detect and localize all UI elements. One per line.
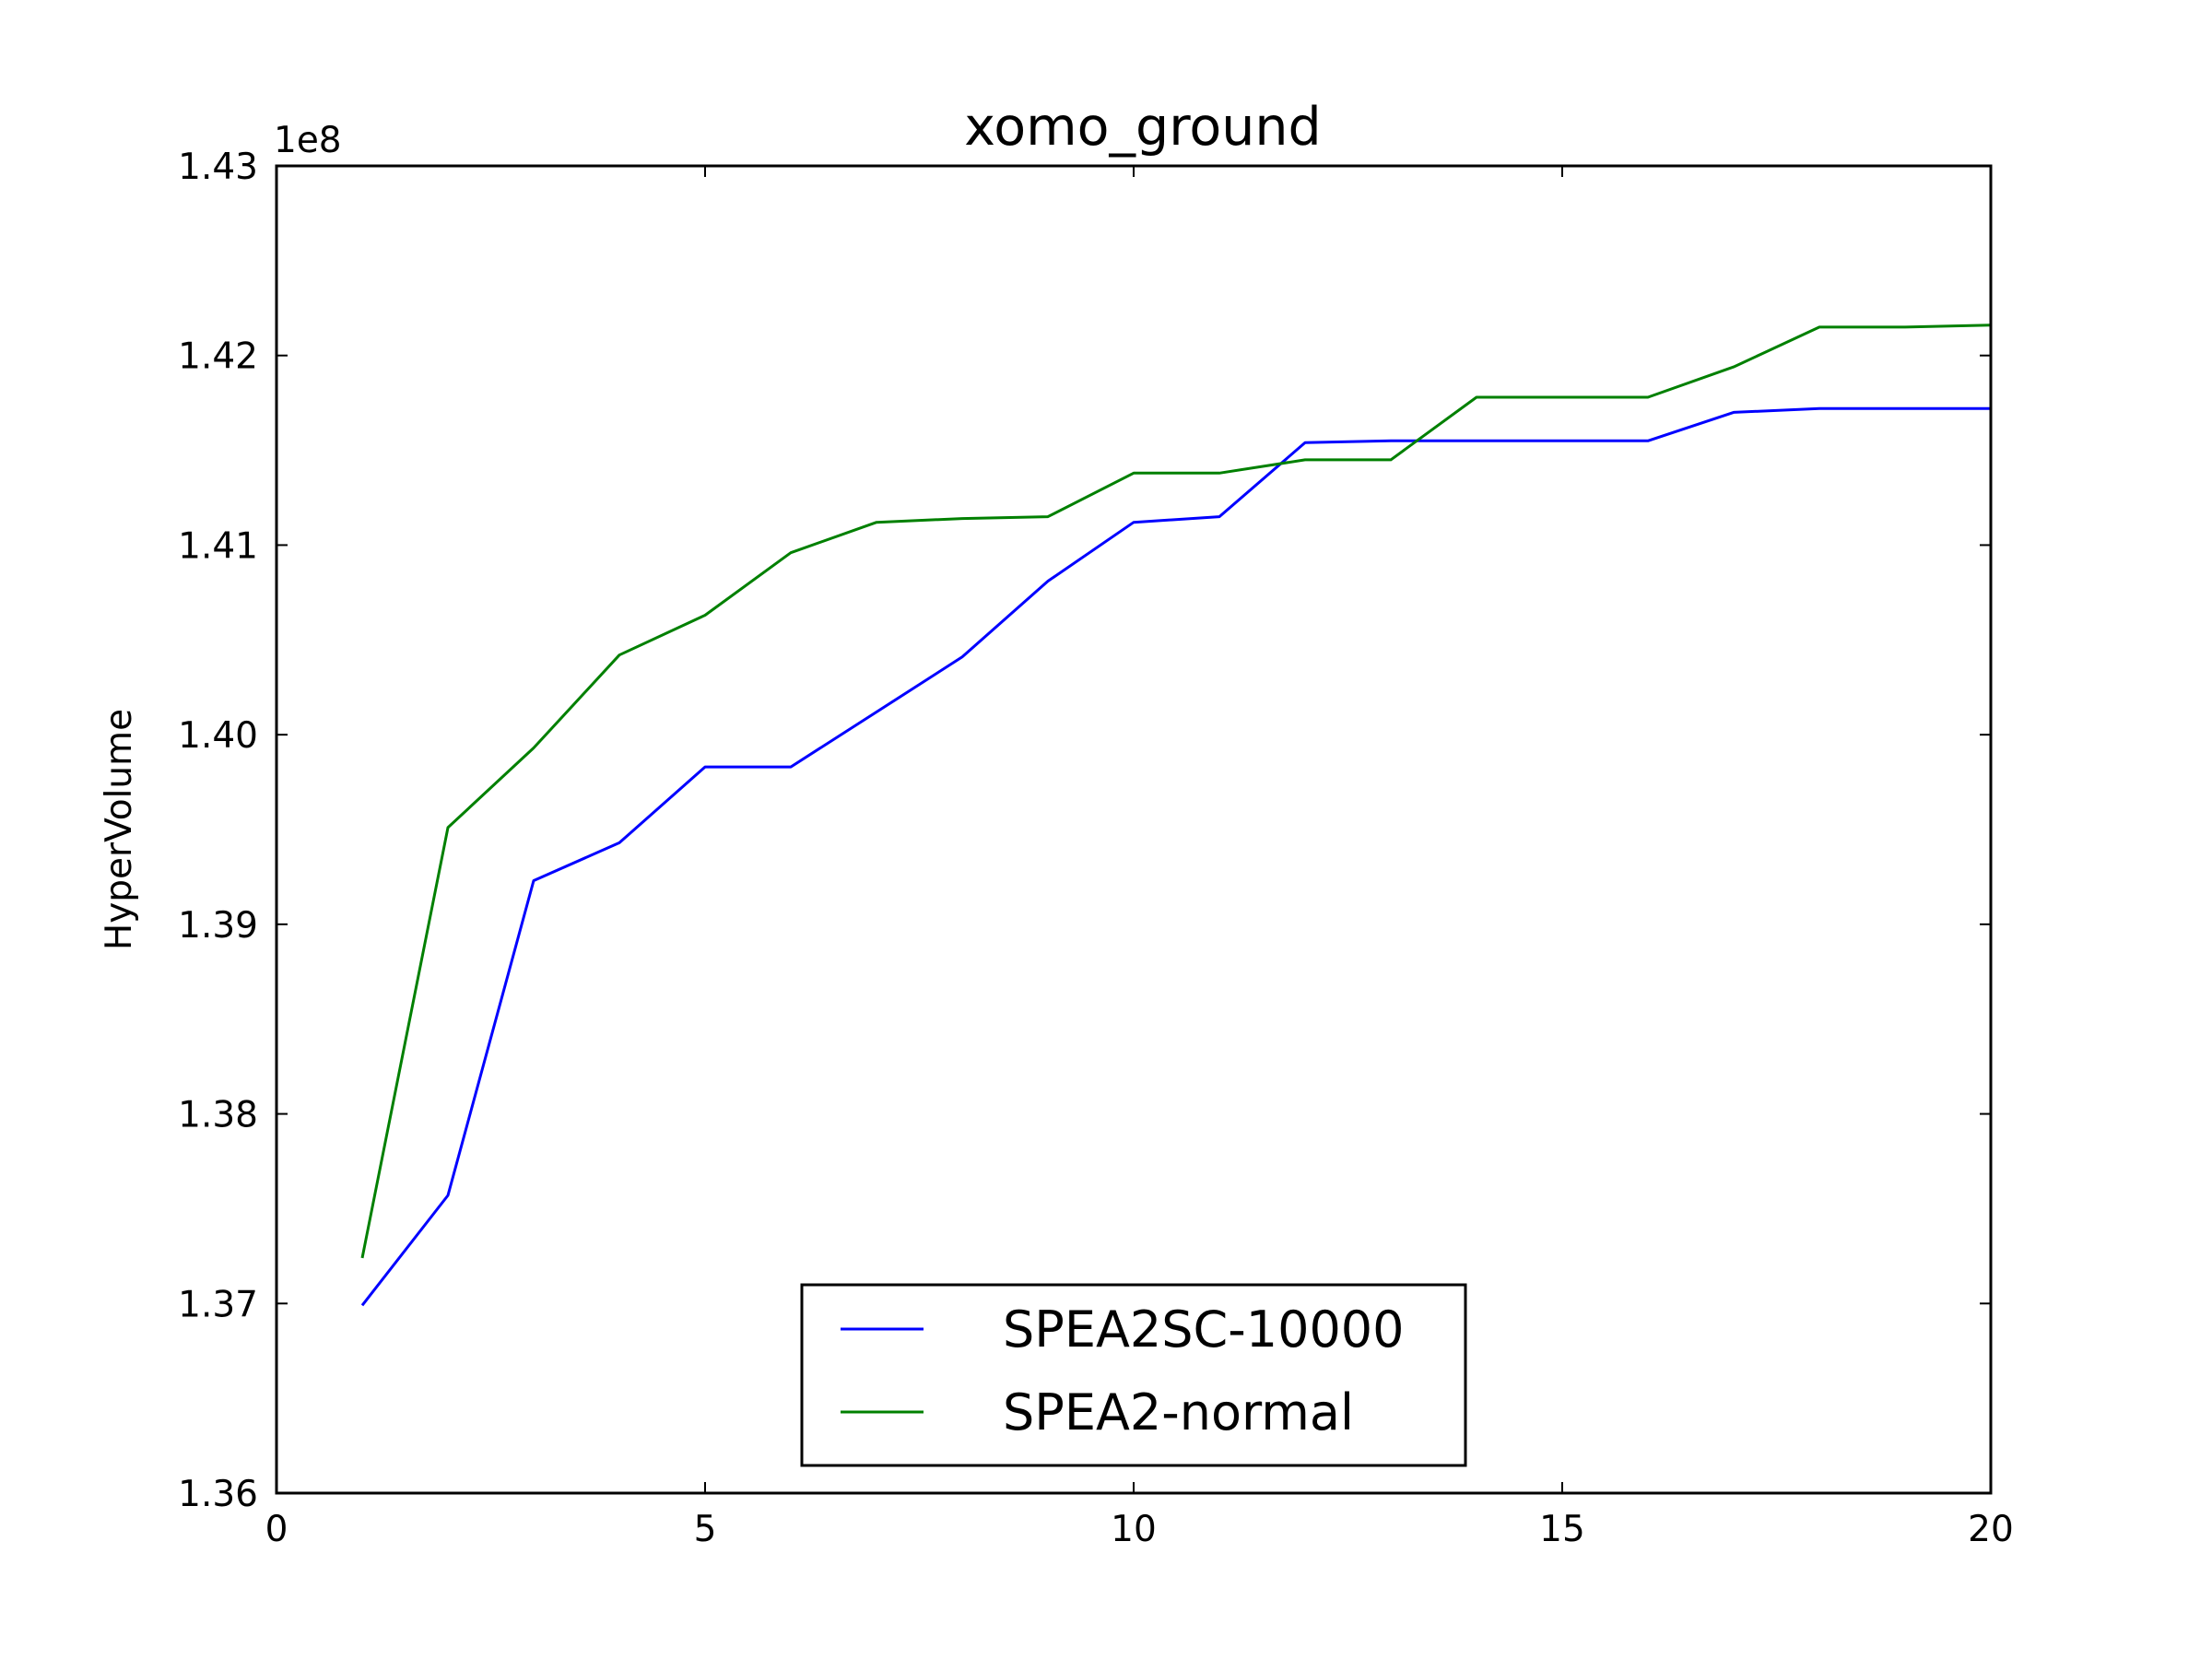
x-tick-label: 20 <box>1968 1509 2014 1550</box>
y-tick-label: 1.38 <box>178 1095 258 1136</box>
legend-label-1: SPEA2SC-10000 <box>1003 1300 1405 1359</box>
legend-label-2: SPEA2-normal <box>1003 1383 1354 1441</box>
y-tick-label: 1.37 <box>178 1284 258 1325</box>
legend-frame <box>800 1283 1467 1467</box>
y-offset-label: 1e8 <box>274 120 342 161</box>
legend-items: SPEA2SC-10000 SPEA2-normal <box>841 1300 1405 1441</box>
plot-background <box>276 166 1991 1493</box>
legend: SPEA2SC-10000 SPEA2-normal <box>800 1283 1467 1467</box>
y-tick-label: 1.39 <box>178 905 258 947</box>
x-tick-label: 0 <box>265 1509 288 1550</box>
chart-title: xomo_ground <box>964 97 1321 158</box>
x-tick-label: 5 <box>694 1509 717 1550</box>
series-line-2 <box>360 324 1992 1259</box>
x-tick-label: 10 <box>1111 1509 1157 1550</box>
y-axis-label: HyperVolume <box>99 709 140 950</box>
y-tick-label: 1.40 <box>178 715 258 757</box>
series-layer <box>360 324 1992 1307</box>
y-tick-label: 1.43 <box>178 147 258 188</box>
x-tick-label: 15 <box>1539 1509 1585 1550</box>
y-tick-label: 1.42 <box>178 336 258 378</box>
y-tick-label: 1.41 <box>178 525 258 567</box>
series-line-1 <box>360 406 1991 1307</box>
y-tick-label: 1.36 <box>178 1474 258 1515</box>
ticks-layer: 0 5 10 15 20 1.36 1.37 1.38 1.39 1.40 1.41 1.42 1.43 <box>178 147 2014 1550</box>
